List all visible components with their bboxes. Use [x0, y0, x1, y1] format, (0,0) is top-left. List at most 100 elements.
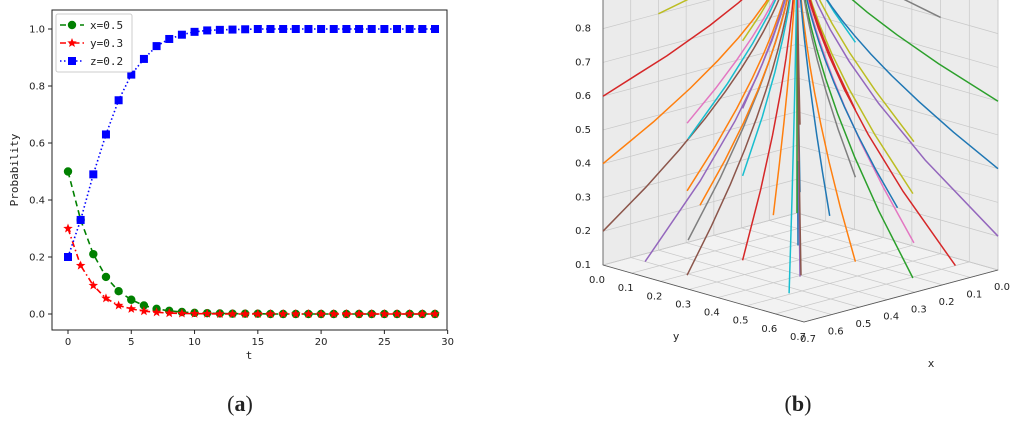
data-point [114, 287, 123, 296]
data-point [253, 309, 263, 319]
data-point [63, 167, 73, 176]
data-point [101, 272, 111, 282]
z-tick-label: 0.5 [575, 125, 591, 136]
trajectory-line [699, 0, 789, 206]
trajectory-line [826, 0, 999, 170]
caption-open-paren: ( [227, 391, 234, 416]
caption-close-paren: ) [804, 391, 811, 416]
wall-grid-z [796, 212, 999, 271]
series-line [67, 228, 435, 315]
trajectory-line [686, 0, 790, 276]
legend-label: y=0.3 [90, 37, 123, 50]
y-tick-label: 0.7 [790, 332, 806, 343]
series-star [63, 223, 440, 319]
data-point [404, 309, 415, 319]
data-point [393, 25, 402, 33]
wall-grid-z [602, 212, 798, 266]
floor-grid-y [631, 220, 826, 274]
z-tick-label: 0.8 [575, 24, 591, 35]
3d-tick-labels: 0.1 0.2 0.3 0.4 0.5 0.6 0.7 0.8 0.9 0.0 0.1 0.2 0.3 0… [575, 0, 1010, 345]
data-point [89, 170, 98, 179]
data-point [241, 25, 250, 34]
floor-grid-y [717, 245, 912, 298]
data-point [405, 25, 414, 33]
data-point [89, 249, 98, 259]
data-point [417, 309, 428, 319]
data-point [228, 25, 237, 34]
z-tick-label: 0.2 [575, 226, 591, 237]
data-point [341, 309, 352, 319]
data-point [151, 307, 162, 317]
data-point [114, 96, 123, 105]
trajectory-line [772, 0, 796, 216]
data-point [253, 25, 262, 33]
data-point [227, 309, 238, 319]
legend-marker [67, 20, 77, 30]
y-tick-label: 1.0 [29, 25, 45, 36]
wall-grid-z [602, 178, 798, 232]
y-tick-label: 0.2 [646, 291, 662, 302]
data-point [215, 309, 225, 319]
plot-frame [51, 9, 448, 331]
data-point [266, 25, 275, 33]
data-point [329, 25, 338, 33]
data-point [139, 301, 149, 310]
panel-a-caption: (a) [227, 391, 253, 416]
z-tick-label: 0.4 [575, 159, 591, 170]
data-point [279, 25, 288, 33]
x-tick-label: 0 [65, 337, 71, 348]
trajectory-line [602, 0, 780, 232]
y-tick-label: 0.6 [761, 324, 777, 335]
y-tick-label: 0.6 [29, 139, 45, 150]
y-axis-label: Probability [8, 133, 21, 206]
floor-grid-x [630, 257, 832, 315]
legend-label: z=0.2 [90, 55, 123, 68]
data-point [101, 293, 111, 303]
data-point [366, 309, 377, 319]
3d-trajectory-layer [602, 0, 999, 294]
data-point [392, 309, 402, 319]
panel-b-caption: (b) [785, 391, 812, 416]
data-point [291, 309, 301, 319]
data-point [189, 308, 200, 318]
x-tick-label: 0.5 [855, 319, 871, 330]
wall-grid-z [878, 0, 999, 34]
data-point [127, 70, 136, 79]
wall-grid-z [602, 77, 798, 131]
x-tick-label: 0.0 [994, 282, 1010, 293]
data-point [367, 25, 376, 33]
wall-grid-z [796, 111, 999, 170]
data-point [75, 260, 86, 270]
x-tick-label: 0.2 [939, 297, 955, 308]
x-tick-label: 0.3 [911, 304, 927, 315]
data-point [126, 303, 137, 313]
y-axis-ticks: 0.0 0.2 0.4 0.6 0.8 1.0 [29, 25, 52, 321]
floor-grid-x [686, 242, 888, 301]
x-tick-label: 25 [378, 337, 391, 348]
trajectory-line [741, 0, 794, 261]
series-line [67, 171, 435, 315]
legend-marker [68, 57, 76, 65]
y-tick-label: 0.1 [618, 283, 634, 294]
y-tick-label: 0.5 [733, 316, 749, 327]
data-point [317, 25, 326, 33]
trajectory-line [686, 0, 785, 192]
floor-grid-y [660, 228, 855, 282]
data-point [76, 215, 85, 224]
wall-grid-z [602, 0, 712, 29]
data-point [177, 30, 186, 39]
trajectory-line [800, 0, 857, 262]
floor-grid-y [746, 253, 941, 307]
data-point [64, 253, 72, 261]
trajectory-line [602, 0, 769, 165]
floor-grid-x [741, 227, 943, 286]
series-line [67, 28, 435, 258]
data-point [190, 27, 199, 36]
caption-open-paren: ( [785, 391, 792, 416]
x-tick-label: 10 [188, 337, 201, 348]
y-tick-label: 0.2 [29, 253, 45, 264]
legend-label: x=0.5 [90, 19, 123, 32]
trajectory-line [808, 0, 957, 267]
series-layer [63, 25, 440, 319]
y-tick-label: 0.4 [704, 308, 720, 319]
